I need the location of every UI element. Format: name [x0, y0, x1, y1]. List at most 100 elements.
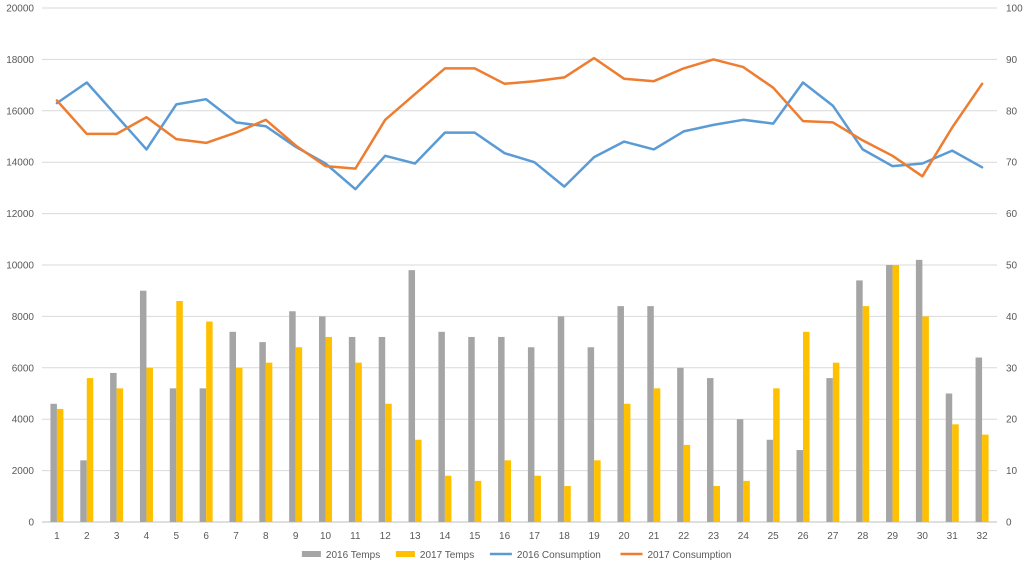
bar — [468, 336, 475, 522]
bar — [235, 367, 243, 522]
right-tick-label: 60 — [1006, 209, 1018, 220]
bar — [743, 480, 750, 522]
bar — [915, 259, 923, 522]
x-tick-label: 13 — [409, 531, 421, 542]
bar — [229, 331, 236, 522]
bar — [766, 439, 774, 522]
bar — [199, 388, 207, 522]
right-tick-label: 40 — [1006, 312, 1018, 323]
bar — [86, 378, 94, 522]
left-tick-label: 20000 — [6, 4, 34, 15]
bar — [438, 331, 445, 522]
right-tick-label: 20 — [1006, 415, 1018, 426]
x-tick-label: 4 — [144, 531, 150, 542]
bar — [832, 362, 840, 522]
right-axis-ticks: 0 10 20 30 40 50 60 70 80 90 100 — [1006, 4, 1023, 529]
x-tick-label: 5 — [174, 531, 180, 542]
legend-item: 2016 Consumption — [489, 550, 601, 561]
x-tick-label: 14 — [439, 531, 451, 542]
x-axis-ticks: 1 2 3 4 5 6 7 8 9 10 11 12 13 14 15 16 17 18 19 20 21 22 23 24 2… — [54, 531, 988, 542]
legend-label: 2017 Temps — [420, 550, 474, 561]
bar — [975, 357, 983, 522]
gridlines — [42, 7, 997, 523]
x-tick-label: 8 — [263, 531, 269, 542]
bar — [408, 270, 416, 522]
legend-item: 2016 Temps — [301, 550, 380, 561]
x-tick-label: 16 — [499, 531, 511, 542]
bar — [945, 393, 953, 522]
legend-swatch — [301, 551, 321, 557]
bar — [169, 388, 177, 522]
bar — [623, 403, 631, 522]
bar — [706, 378, 714, 522]
bar — [677, 367, 684, 522]
x-tick-label: 28 — [857, 531, 869, 542]
bar — [826, 378, 833, 522]
left-tick-label: 18000 — [6, 55, 34, 66]
bar — [594, 460, 601, 522]
bar — [952, 424, 959, 522]
x-tick-label: 18 — [559, 531, 571, 542]
bar — [856, 280, 863, 522]
legend-item: 2017 Consumption — [620, 550, 732, 561]
bar — [647, 306, 654, 522]
x-tick-label: 12 — [380, 531, 392, 542]
x-tick-label: 19 — [589, 531, 601, 542]
bar — [444, 475, 452, 522]
bar-series — [56, 265, 989, 522]
x-tick-label: 9 — [293, 531, 299, 542]
left-tick-label: 4000 — [12, 415, 35, 426]
right-tick-label: 50 — [1006, 261, 1018, 272]
bar — [736, 419, 744, 522]
x-tick-label: 25 — [768, 531, 780, 542]
bar — [534, 475, 541, 522]
bar — [796, 450, 804, 522]
x-tick-label: 24 — [738, 531, 750, 542]
bar — [803, 331, 810, 522]
bar — [348, 336, 356, 522]
x-tick-label: 7 — [233, 531, 239, 542]
bar — [265, 362, 273, 522]
bar — [355, 362, 362, 522]
line-series-group — [55, 56, 984, 191]
left-tick-label: 10000 — [6, 261, 34, 272]
right-tick-label: 90 — [1006, 55, 1018, 66]
x-tick-label: 17 — [529, 531, 541, 542]
left-tick-label: 8000 — [12, 312, 35, 323]
bar — [713, 486, 720, 522]
bar — [474, 480, 482, 522]
bar — [116, 388, 124, 522]
bar — [176, 300, 183, 522]
x-tick-label: 2 — [84, 531, 90, 542]
bar — [385, 403, 392, 522]
bar — [527, 347, 535, 522]
bar — [886, 265, 893, 522]
left-tick-label: 16000 — [6, 106, 34, 117]
legend-label: 2017 Consumption — [648, 550, 732, 561]
left-axis-ticks: 0 2000 4000 6000 8000 10000 12000 14000 16000 180… — [6, 4, 34, 529]
legend-label: 2016 Consumption — [517, 550, 601, 561]
bar — [139, 290, 147, 522]
bar-series-group — [50, 259, 989, 522]
x-tick-label: 6 — [203, 531, 209, 542]
x-tick-label: 29 — [887, 531, 899, 542]
x-tick-label: 26 — [797, 531, 809, 542]
right-tick-label: 0 — [1006, 518, 1012, 529]
right-tick-label: 30 — [1006, 363, 1018, 374]
bar — [295, 347, 303, 522]
x-tick-label: 30 — [917, 531, 929, 542]
bar-series — [50, 259, 983, 522]
x-tick-label: 31 — [947, 531, 959, 542]
bar — [892, 265, 900, 522]
bar — [862, 306, 870, 522]
bar — [56, 408, 64, 522]
bar — [773, 388, 780, 522]
bar — [564, 486, 571, 522]
bar — [415, 439, 422, 522]
bar — [504, 460, 512, 522]
x-tick-label: 23 — [708, 531, 720, 542]
legend-item: 2017 Temps — [395, 550, 474, 561]
bar — [319, 316, 326, 522]
legend: 2016 Temps 2017 Temps 2016 Consumption 2017… — [301, 550, 732, 561]
x-tick-label: 22 — [678, 531, 690, 542]
